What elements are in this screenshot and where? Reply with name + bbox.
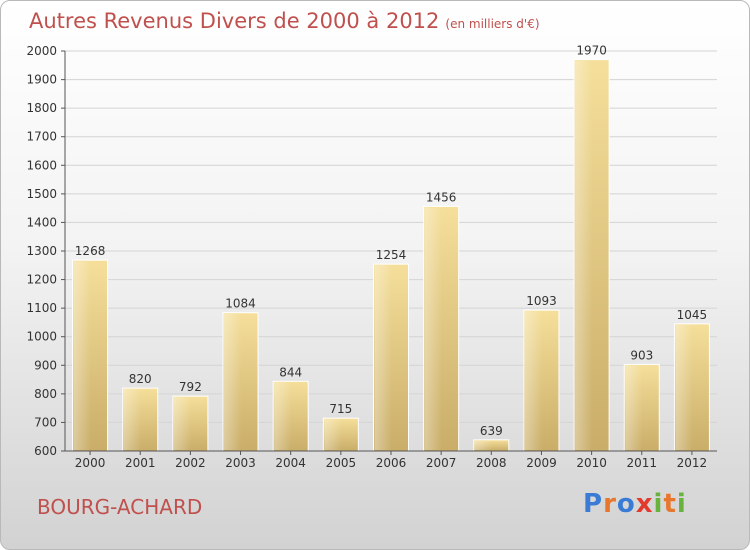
bar-highlight [73,261,92,450]
y-tick-label: 1600 [26,158,57,172]
bar-highlight [575,60,593,450]
bar-highlight [474,440,493,450]
y-tick-label: 1900 [26,73,57,87]
bar-highlight [224,313,242,450]
bar-highlight [173,397,192,450]
proxiti-logo: Proxiti [583,489,687,519]
x-tick-label: 2003 [225,456,256,470]
bar-value-label: 1970 [576,44,607,58]
bar-highlight [675,324,693,450]
y-tick-label: 900 [34,358,57,372]
y-tick-label: 800 [34,387,57,401]
y-tick-label: 1400 [26,215,57,229]
chart-title-text: Autres Revenus Divers de 2000 à 2012 [29,9,440,33]
bar-highlight [625,365,643,450]
y-tick-label: 1500 [26,187,57,201]
y-tick-label: 1300 [26,244,57,258]
chart-subtitle: (en milliers d'€) [445,17,540,31]
x-tick-label: 2008 [476,456,507,470]
bar-value-label: 1254 [376,248,407,262]
x-tick-label: 2000 [75,456,106,470]
y-tick-label: 1200 [26,273,57,287]
y-tick-label: 1700 [26,130,57,144]
bar-value-label: 1456 [426,190,457,204]
x-axis: 2000 2001 2002 2003 2004 2005 2006 2007 2008 2009… [65,450,717,470]
bar-value-label: 1084 [225,297,256,311]
bar-value-label: 1268 [75,244,106,258]
x-tick-label: 2010 [576,456,607,470]
bar-value-label: 715 [329,402,352,416]
bar-value-label: 1093 [526,294,557,308]
bar-value-label: 792 [179,380,202,394]
y-axis: 600 700 800 900 1000 1100 1200 1300 1400 1500 1600… [26,44,66,458]
x-tick-label: 2007 [426,456,457,470]
bar-highlight [324,419,342,450]
bar-highlight [123,389,142,450]
chart-title: Autres Revenus Divers de 2000 à 2012 (en … [29,9,540,33]
x-tick-label: 2009 [526,456,557,470]
y-tick-label: 700 [34,415,57,429]
bar-highlight [274,382,292,450]
x-tick-label: 2006 [376,456,407,470]
x-tick-label: 2001 [125,456,156,470]
x-tick-label: 2011 [626,456,657,470]
x-tick-label: 2012 [677,456,708,470]
y-tick-label: 600 [34,444,57,458]
bar-highlight [424,207,443,450]
bar-value-label: 820 [129,372,152,386]
x-tick-label: 2002 [175,456,206,470]
bar-value-label: 903 [630,348,653,362]
bar-value-label: 1045 [677,308,708,322]
y-tick-label: 1000 [26,330,57,344]
bar-value-label: 639 [480,424,503,438]
bar-highlight [524,311,543,450]
location-label: BOURG-ACHARD [37,495,203,519]
bar-value-label: 844 [279,365,302,379]
bars: 1268 820 792 1084 844 715 1254 1456 639 1093 1970 9… [72,44,710,452]
y-tick-label: 1100 [26,301,57,315]
x-tick-label: 2004 [275,456,306,470]
y-tick-label: 2000 [26,44,57,58]
y-tick-label: 1800 [26,101,57,115]
x-tick-label: 2005 [326,456,357,470]
bar-highlight [374,265,392,450]
